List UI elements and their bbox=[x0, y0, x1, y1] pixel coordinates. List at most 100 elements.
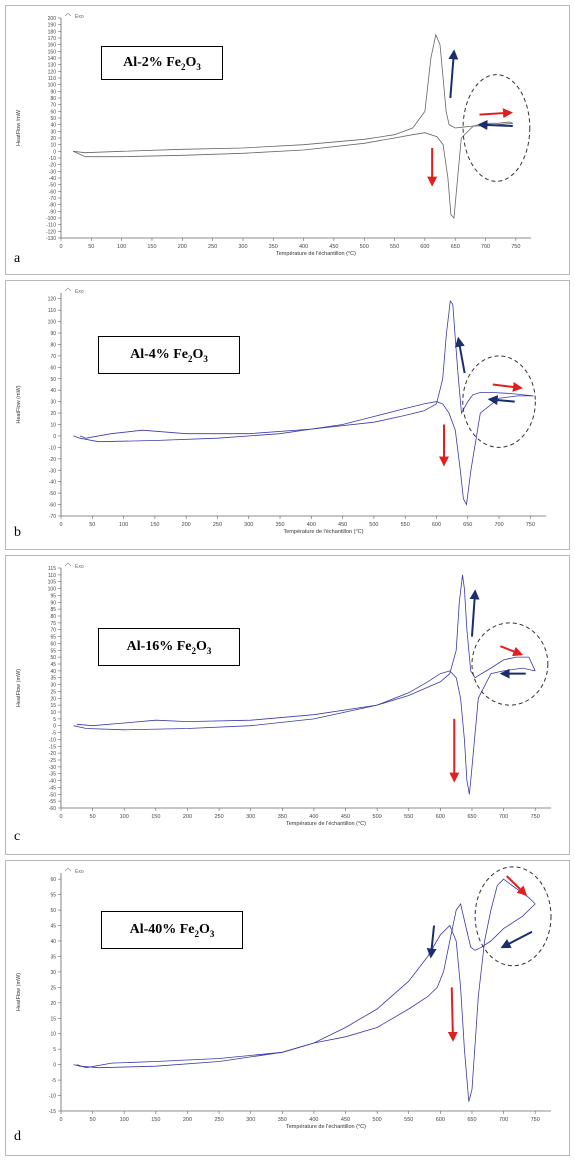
x-axis-label: Température de l'échantillon (°C) bbox=[276, 251, 356, 257]
y-tick-label: -60 bbox=[49, 189, 56, 195]
sample-label-d: Al-40% Fe2O3 bbox=[101, 911, 243, 949]
x-tick-label: 150 bbox=[151, 814, 160, 820]
y-tick-label: 65 bbox=[50, 635, 56, 641]
x-tick-label: 50 bbox=[88, 244, 94, 250]
x-tick-label: 450 bbox=[329, 244, 338, 250]
y-tick-label: -70 bbox=[49, 196, 56, 202]
y-axis-label: HeatFlow (mW) bbox=[16, 669, 22, 707]
y-tick-label: -20 bbox=[49, 457, 56, 463]
x-tick-label: 200 bbox=[182, 522, 191, 528]
y-tick-label: 190 bbox=[48, 23, 57, 29]
y-tick-label: -70 bbox=[49, 514, 56, 520]
y-tick-label: 70 bbox=[50, 103, 56, 109]
x-tick-label: 450 bbox=[338, 522, 347, 528]
y-tick-label: 20 bbox=[50, 411, 56, 417]
y-tick-label: -40 bbox=[49, 176, 56, 182]
y-tick-label: 20 bbox=[50, 1001, 56, 1007]
y-tick-label: -30 bbox=[49, 468, 56, 474]
y-tick-label: -50 bbox=[49, 491, 56, 497]
x-tick-label: 600 bbox=[432, 522, 441, 528]
y-tick-label: -5 bbox=[52, 731, 57, 737]
x-tick-label: 250 bbox=[214, 1117, 223, 1123]
sample-label-a-text: Al-2% Fe2O3 bbox=[123, 54, 201, 72]
series-heating bbox=[73, 395, 534, 506]
y-tick-label: -20 bbox=[49, 751, 56, 757]
sample-label-d-text: Al-40% Fe2O3 bbox=[129, 921, 215, 939]
sample-label-b: Al-4% Fe2O3 bbox=[98, 336, 240, 374]
x-tick-label: 700 bbox=[499, 1117, 508, 1123]
x-axis-label: Température de l'échantillon (°C) bbox=[286, 821, 366, 827]
highlight-circle bbox=[462, 355, 536, 448]
y-tick-label: 50 bbox=[50, 377, 56, 383]
y-tick-label: 5 bbox=[53, 1047, 56, 1053]
exo-icon bbox=[64, 12, 72, 17]
legend-exo: Exo bbox=[75, 869, 84, 875]
series-cooling bbox=[73, 33, 513, 154]
y-tick-label: 55 bbox=[50, 893, 56, 899]
y-tick-label: 160 bbox=[48, 43, 57, 49]
y-axis-label: HeatFlow (mW) bbox=[16, 385, 22, 423]
x-tick-label: 400 bbox=[309, 1117, 318, 1123]
x-tick-label: 750 bbox=[531, 814, 540, 820]
x-tick-label: 350 bbox=[269, 244, 278, 250]
x-tick-label: 600 bbox=[420, 244, 429, 250]
y-tick-label: 40 bbox=[50, 669, 56, 675]
y-tick-label: -110 bbox=[46, 223, 56, 229]
chart-panel-a: -130 -120 -110 -100 -90 -80 -70 -60 -50 -40 -30 -20… bbox=[5, 5, 570, 275]
blue-arrow bbox=[487, 395, 515, 406]
x-tick-label: 350 bbox=[275, 522, 284, 528]
y-tick-label: 105 bbox=[48, 580, 57, 586]
x-tick-label: 550 bbox=[390, 244, 399, 250]
y-tick-label: -90 bbox=[49, 209, 56, 215]
y-tick-label: 110 bbox=[48, 573, 56, 579]
blue-arrow bbox=[500, 930, 533, 949]
y-tick-label: 0 bbox=[53, 434, 56, 440]
x-axis-label: Température de l'échantillon (°C) bbox=[284, 529, 364, 535]
y-tick-label: 30 bbox=[50, 400, 56, 406]
y-tick-label: 110 bbox=[48, 308, 56, 314]
x-tick-label: 0 bbox=[59, 522, 62, 528]
y-tick-label: 35 bbox=[50, 676, 56, 682]
y-tick-label: 50 bbox=[50, 116, 56, 122]
series-cooling bbox=[79, 299, 534, 439]
y-tick-label: 30 bbox=[50, 129, 56, 135]
series-cooling bbox=[76, 574, 536, 727]
y-tick-label: 55 bbox=[50, 648, 56, 654]
panel-letter-a: a bbox=[14, 251, 21, 266]
y-tick-label: 70 bbox=[50, 628, 56, 634]
y-tick-label: 140 bbox=[48, 56, 57, 62]
x-tick-label: 300 bbox=[246, 814, 255, 820]
legend-exo: Exo bbox=[75, 564, 84, 570]
y-tick-label: -80 bbox=[49, 203, 56, 209]
y-tick-label: -40 bbox=[49, 779, 56, 785]
y-tick-label: 60 bbox=[50, 641, 56, 647]
y-tick-label: 30 bbox=[50, 683, 56, 689]
y-tick-label: 20 bbox=[50, 696, 56, 702]
y-tick-label: 110 bbox=[48, 76, 56, 82]
y-tick-label: 45 bbox=[50, 924, 56, 930]
y-tick-label: 90 bbox=[50, 600, 56, 606]
y-tick-label: -10 bbox=[49, 445, 56, 451]
series-heating bbox=[72, 121, 513, 219]
x-tick-label: 200 bbox=[183, 814, 192, 820]
y-tick-label: 40 bbox=[50, 123, 56, 129]
y-tick-label: 25 bbox=[50, 689, 56, 695]
y-tick-label: 100 bbox=[48, 320, 57, 326]
y-tick-label: 75 bbox=[50, 621, 56, 627]
x-tick-label: 50 bbox=[90, 1117, 96, 1123]
y-tick-label: 0 bbox=[53, 724, 56, 730]
chart-svg-a: -130-120-110-100-90-80-70-60-50-40-30-20… bbox=[16, 12, 531, 257]
legend-exo: Exo bbox=[75, 289, 84, 295]
x-tick-label: 500 bbox=[360, 244, 369, 250]
y-tick-label: 90 bbox=[50, 331, 56, 337]
y-tick-label: -30 bbox=[49, 169, 56, 175]
x-tick-label: 400 bbox=[299, 244, 308, 250]
blue-arrow bbox=[454, 336, 466, 374]
x-tick-label: 100 bbox=[117, 244, 126, 250]
y-tick-label: 0 bbox=[53, 149, 56, 155]
y-tick-label: 5 bbox=[53, 717, 56, 723]
y-tick-label: 10 bbox=[50, 143, 56, 149]
x-tick-label: 700 bbox=[499, 814, 508, 820]
y-tick-label: 100 bbox=[48, 587, 57, 593]
